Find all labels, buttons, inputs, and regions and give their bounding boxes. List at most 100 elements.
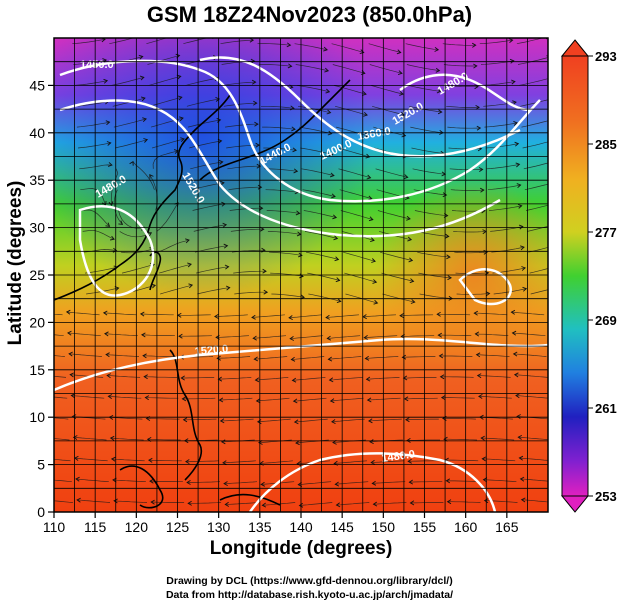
streamline bbox=[225, 502, 259, 505]
streamline bbox=[523, 162, 548, 170]
streamline bbox=[403, 377, 437, 379]
streamline-arrow bbox=[511, 79, 516, 85]
streamline-arrow bbox=[112, 247, 118, 253]
streamline-arrow bbox=[331, 419, 336, 425]
streamline bbox=[143, 355, 176, 357]
streamline bbox=[261, 105, 294, 109]
y-tick-label: 0 bbox=[37, 504, 45, 520]
streamline bbox=[217, 356, 251, 359]
streamline bbox=[368, 43, 401, 53]
streamline-arrow bbox=[129, 160, 134, 166]
streamline bbox=[118, 210, 144, 229]
x-tick-label: 160 bbox=[454, 519, 478, 535]
streamline-arrow bbox=[447, 275, 452, 281]
streamline-arrow bbox=[327, 356, 333, 362]
streamline bbox=[149, 96, 182, 107]
streamline-arrow bbox=[326, 335, 332, 341]
streamline bbox=[225, 123, 258, 128]
streamline-arrow bbox=[514, 141, 520, 147]
streamline-arrow bbox=[446, 254, 451, 260]
streamline bbox=[303, 210, 337, 218]
streamline-arrow bbox=[105, 120, 111, 126]
streamline-arrow bbox=[336, 298, 342, 304]
streamline-arrow bbox=[143, 138, 149, 143]
streamline-arrow bbox=[216, 355, 221, 361]
streamline bbox=[402, 356, 436, 358]
streamline-arrow bbox=[364, 355, 370, 361]
streamline-arrow bbox=[396, 49, 402, 55]
streamline bbox=[294, 418, 328, 423]
streamline bbox=[107, 375, 141, 378]
x-tick-label: 140 bbox=[289, 519, 313, 535]
streamline-arrow bbox=[217, 138, 223, 144]
streamline-arrow bbox=[364, 132, 370, 138]
streamline bbox=[404, 397, 438, 400]
streamline bbox=[410, 126, 443, 134]
streamline bbox=[369, 64, 402, 74]
streamline-arrow bbox=[331, 193, 336, 199]
streamline bbox=[529, 268, 548, 274]
streamline bbox=[151, 138, 185, 149]
streamline-arrow bbox=[440, 395, 446, 400]
streamline bbox=[343, 251, 376, 262]
streamline-arrow bbox=[509, 58, 515, 64]
y-tick-label: 15 bbox=[29, 362, 45, 378]
streamline-arrow bbox=[149, 173, 154, 179]
streamline-arrow bbox=[254, 121, 259, 127]
streamline bbox=[522, 141, 548, 149]
streamline-arrow bbox=[252, 335, 257, 341]
streamline-arrow bbox=[365, 376, 371, 382]
streamline-arrow bbox=[292, 147, 297, 153]
streamline-arrow bbox=[142, 117, 147, 123]
streamline-arrow bbox=[218, 159, 224, 165]
map-title: GSM 18Z24Nov2023 (850.0hPa) bbox=[146, 2, 473, 27]
streamline-arrow bbox=[442, 192, 448, 198]
colorbar-tick-label: 261 bbox=[595, 401, 617, 416]
streamline-arrow bbox=[371, 258, 376, 263]
streamline-arrow bbox=[109, 435, 115, 441]
streamline bbox=[160, 284, 193, 295]
streamline bbox=[263, 147, 297, 151]
streamline-arrow bbox=[368, 216, 374, 222]
streamline-arrow bbox=[408, 257, 414, 263]
streamline-arrow bbox=[220, 439, 226, 445]
streamline-arrow bbox=[476, 373, 482, 379]
streamline bbox=[113, 118, 147, 128]
colorbar-tick-label: 293 bbox=[595, 49, 617, 64]
streamline-arrow bbox=[399, 313, 404, 318]
streamline-arrow bbox=[178, 333, 183, 339]
streamline bbox=[108, 395, 142, 399]
streamline bbox=[340, 210, 373, 220]
streamline bbox=[114, 500, 148, 503]
streamline bbox=[70, 374, 104, 378]
streamline bbox=[260, 460, 293, 464]
streamline bbox=[443, 64, 477, 67]
streamline-arrow bbox=[32, 352, 36, 356]
streamline-arrow bbox=[40, 498, 44, 502]
streamline bbox=[453, 231, 487, 233]
streamline-arrow bbox=[595, 263, 599, 267]
streamline-arrow bbox=[289, 336, 295, 341]
streamline-arrow bbox=[187, 500, 192, 506]
streamline-arrow bbox=[325, 314, 330, 320]
streamline-arrow bbox=[139, 311, 145, 317]
streamline bbox=[334, 460, 368, 464]
streamline bbox=[66, 311, 100, 316]
streamline-arrow bbox=[359, 49, 365, 55]
streamline-arrow bbox=[140, 96, 146, 102]
streamline bbox=[373, 502, 407, 505]
streamline-arrow bbox=[479, 187, 485, 193]
streamline-arrow bbox=[327, 130, 333, 136]
streamline bbox=[373, 126, 406, 137]
streamline bbox=[410, 502, 444, 504]
streamline-arrow bbox=[371, 480, 377, 486]
streamline bbox=[370, 85, 404, 95]
credit-data: Data from http://database.rish.kyoto-u.a… bbox=[165, 589, 454, 601]
streamline-arrow bbox=[482, 477, 488, 483]
streamline-arrow bbox=[361, 91, 367, 96]
streamline bbox=[333, 85, 367, 95]
streamline bbox=[364, 335, 398, 339]
streamline bbox=[486, 163, 520, 170]
y-tick-label: 10 bbox=[29, 409, 45, 425]
streamline-arrow bbox=[410, 299, 416, 304]
